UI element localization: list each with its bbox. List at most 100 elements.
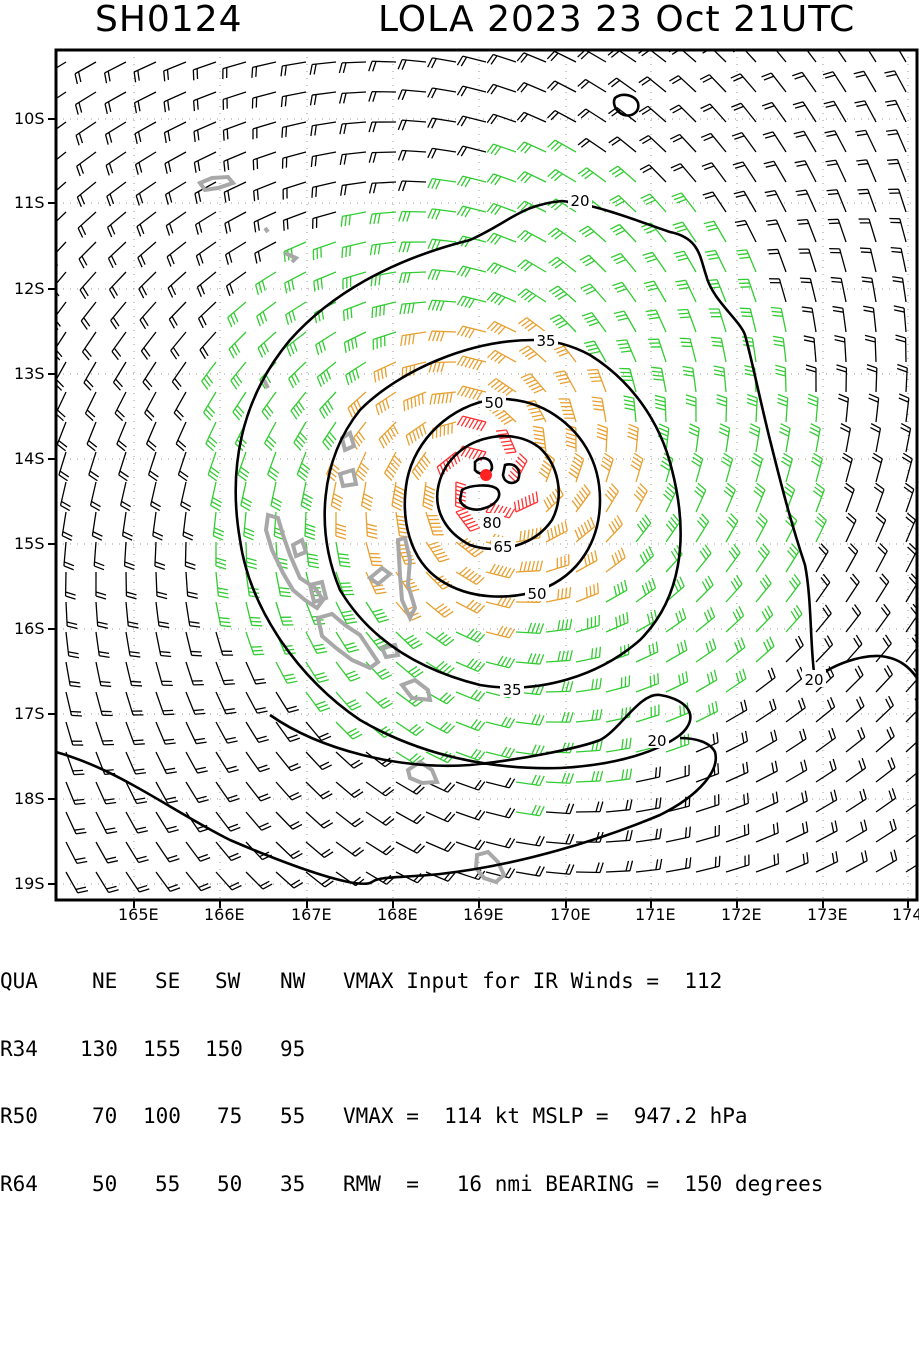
wind-barb <box>323 422 336 450</box>
wind-barb <box>346 362 366 385</box>
table-header-nw: NW <box>280 970 305 993</box>
contour-label: 20 <box>647 732 666 750</box>
wind-barb <box>904 483 914 512</box>
wind-barb <box>224 152 246 172</box>
wind-barb <box>734 191 756 212</box>
wind-barb <box>754 483 765 512</box>
wind-barb <box>771 308 786 332</box>
wind-barb <box>786 544 799 572</box>
wind-barb <box>674 251 696 272</box>
wind-barb <box>876 850 897 872</box>
wind-barb <box>797 220 816 242</box>
wind-barb <box>516 866 544 876</box>
wind-barb <box>608 78 636 92</box>
wind-barb <box>223 92 246 110</box>
wind-barb <box>456 690 485 701</box>
lat-label: 10S <box>14 109 45 128</box>
wind-barb <box>430 392 456 405</box>
wind-barb <box>286 302 306 325</box>
wind-barb <box>580 255 606 272</box>
wind-barb <box>634 483 647 512</box>
island-outline <box>370 568 390 584</box>
wind-barb <box>216 662 235 684</box>
wind-barb <box>369 61 396 71</box>
wind-barb <box>50 242 66 269</box>
wind-barb <box>311 122 336 136</box>
wind-barb <box>340 92 366 104</box>
wind-barb <box>786 667 804 692</box>
wind-barb <box>336 692 361 710</box>
wind-barb <box>896 335 906 362</box>
contour-label: 20 <box>570 192 589 210</box>
wind-barb <box>225 212 246 234</box>
lon-label: 173E <box>807 905 848 924</box>
wind-barb <box>136 152 156 175</box>
island-outline <box>200 177 233 190</box>
wind-barb <box>297 452 310 481</box>
wind-barb <box>876 819 896 842</box>
wind-barb <box>576 678 601 692</box>
wind-barb <box>756 761 777 782</box>
cell-sw: 75 <box>217 1105 242 1128</box>
wind-barb <box>265 422 276 451</box>
wind-barb <box>106 152 126 175</box>
wind-barb <box>113 362 126 390</box>
wind-barb <box>636 828 661 842</box>
wind-barb <box>876 604 890 632</box>
wind-barb <box>76 92 96 115</box>
wind-barb <box>824 101 846 122</box>
wind-barb <box>756 637 774 662</box>
wind-barb <box>487 204 516 215</box>
table-row-r64: R64 50 55 50 35 RMW = 16 nmi BEARING = 1… <box>0 1173 51 1196</box>
wind-barb <box>639 136 666 152</box>
wind-barb <box>726 514 738 542</box>
wind-barb <box>194 122 216 142</box>
wind-barb <box>216 602 231 627</box>
wind-barb <box>695 483 706 512</box>
wind-barb <box>76 122 96 145</box>
wind-barb <box>291 392 306 419</box>
wind-barb <box>457 296 486 308</box>
contour-80kt <box>460 485 499 509</box>
table-header-row: QUA NE SE SW NW VMAX Input for IR Winds … <box>0 970 51 993</box>
wind-barb <box>457 326 486 338</box>
wind-barb <box>366 542 383 565</box>
wind-barb <box>627 424 638 452</box>
wind-barb <box>246 632 264 655</box>
wind-barb <box>216 722 238 743</box>
wind-barb <box>786 698 805 722</box>
wind-barb <box>246 782 270 801</box>
wind-barb <box>516 653 544 664</box>
wind-barb <box>186 722 207 744</box>
wind-barb <box>833 307 846 332</box>
wind-barb <box>216 842 241 860</box>
wind-barb <box>546 773 573 783</box>
wind-barb <box>816 605 831 632</box>
row-label: R34 <box>0 1038 38 1061</box>
wind-barb <box>457 206 486 217</box>
wind-barb <box>306 662 329 682</box>
wind-barb <box>138 242 156 267</box>
wind-barb <box>164 92 186 112</box>
wind-barb <box>516 805 544 816</box>
wind-barb <box>457 146 486 156</box>
wind-barb <box>809 424 820 452</box>
wind-barb <box>317 362 336 387</box>
vmax-input-text: VMAX Input for IR Winds = 112 <box>343 970 722 993</box>
wind-barb <box>636 642 658 662</box>
cell-nw: 35 <box>280 1173 305 1196</box>
wind-barb <box>311 92 336 105</box>
wind-barb <box>316 332 336 355</box>
wind-barb <box>863 306 876 332</box>
contour-label: 80 <box>482 514 501 532</box>
wind-barb <box>223 62 246 79</box>
wind-barb <box>765 191 786 212</box>
wind-barb <box>636 704 659 722</box>
wind-barb <box>816 851 838 872</box>
wind-barb <box>546 834 574 844</box>
lon-label: 169E <box>463 905 504 924</box>
wind-barb <box>456 780 485 790</box>
wind-barb <box>246 872 272 889</box>
wind-barb <box>313 212 336 229</box>
wind-barb <box>186 572 198 598</box>
